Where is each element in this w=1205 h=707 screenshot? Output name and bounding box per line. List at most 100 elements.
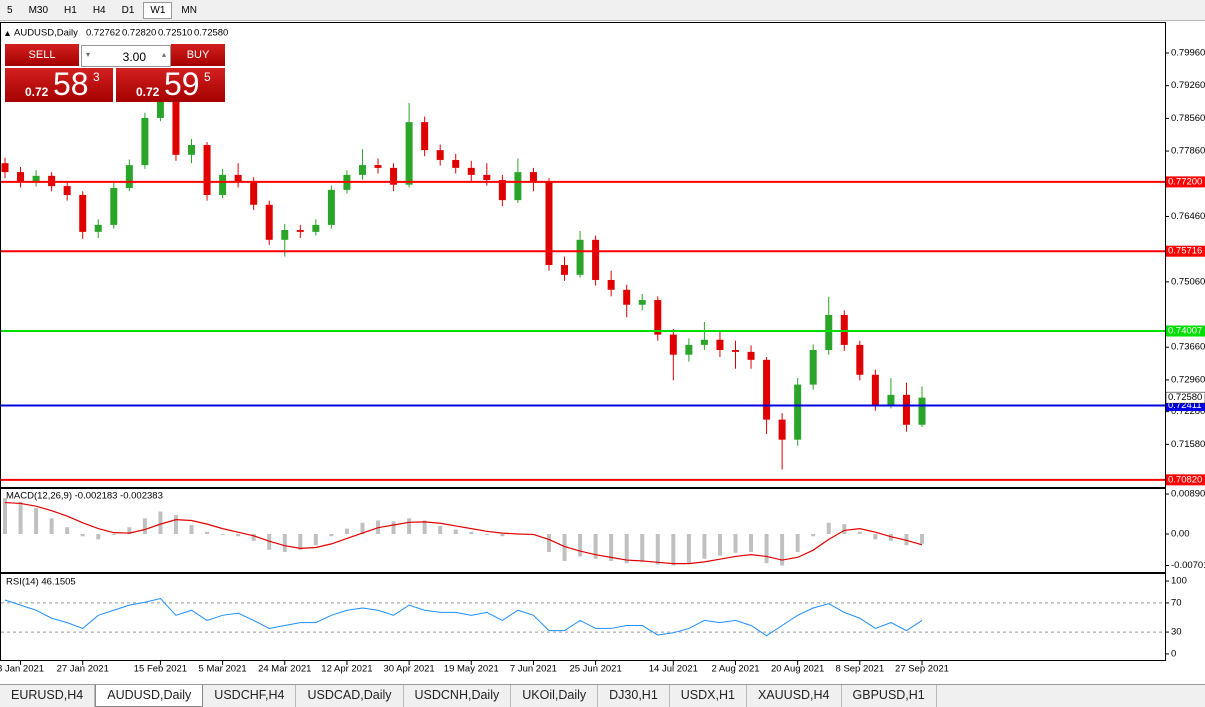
candle-body — [529, 172, 537, 182]
y-tick-label: 0.79960 — [1171, 48, 1205, 59]
x-tick-label: 30 Apr 2021 — [383, 664, 434, 675]
timeframe-button[interactable]: W1 — [143, 1, 173, 19]
candle-body — [390, 167, 398, 185]
macd-bar — [888, 534, 893, 541]
macd-bar — [904, 534, 909, 546]
symbol-tab[interactable]: UKOil,Daily — [511, 685, 599, 707]
candle-body — [1, 163, 9, 173]
timeframe-button[interactable]: 5 — [7, 4, 13, 16]
macd-bar — [173, 515, 178, 535]
candle-body — [188, 145, 196, 155]
macd-bar — [842, 524, 847, 535]
buy-label: BUY — [186, 49, 210, 61]
background — [0, 21, 1205, 683]
candle-body — [110, 187, 118, 225]
x-tick-label: 8 Jan 2021 — [0, 664, 44, 675]
macd-bar — [360, 522, 365, 535]
timeframe-button[interactable]: D1 — [121, 4, 135, 16]
symbol-tab[interactable]: GBPUSD,H1 — [842, 685, 937, 707]
chart-title: AUDUSD,Daily — [14, 28, 78, 39]
y-tick-label: -0.00701 — [1171, 560, 1205, 571]
candle-body — [778, 419, 786, 440]
candle-body — [467, 167, 475, 175]
symbol-tab[interactable]: EURUSD,H4 — [0, 685, 96, 707]
buy-button[interactable]: BUY — [171, 44, 225, 66]
ohlc-value: 0.72820 — [122, 28, 156, 39]
y-tick-label: 0.75060 — [1171, 276, 1205, 287]
ask-big: 0.72 — [136, 85, 160, 99]
macd-bar — [205, 531, 210, 535]
macd-bar — [640, 534, 645, 562]
candle-body — [156, 100, 164, 118]
timeframe-button[interactable]: M30 — [28, 4, 49, 16]
symbol-tab[interactable]: DJ30,H1 — [598, 685, 670, 707]
ask-price[interactable]: 0.72 59 5 — [116, 66, 225, 102]
macd-bar — [407, 518, 412, 535]
symbol-tab[interactable]: XAUUSD,H4 — [747, 685, 842, 707]
volume-input[interactable]: ▾ 3.00 ▴ — [81, 45, 171, 67]
macd-bar — [438, 525, 443, 535]
symbol-tab[interactable]: USDCHF,H4 — [203, 685, 297, 707]
candle-body — [918, 397, 926, 425]
candle-body — [514, 172, 522, 201]
macd-bar — [251, 534, 256, 541]
volume-value: 3.00 — [122, 50, 146, 64]
timeframe-button[interactable]: H4 — [92, 4, 106, 16]
ohlc-value: 0.72510 — [158, 28, 192, 39]
sell-button[interactable]: SELL — [5, 44, 79, 66]
trade-panel: SELL ▾ 3.00 ▴ BUY 0.72 58 3 0.72 59 5 — [5, 44, 225, 102]
macd-bar — [671, 534, 676, 566]
candle-body — [219, 174, 227, 195]
candle-body — [17, 172, 25, 182]
x-tick-label: 19 May 2021 — [444, 664, 499, 675]
collapse-icon — [5, 31, 10, 36]
candle-body — [825, 315, 833, 351]
candle-body — [576, 239, 584, 275]
timeframe-button[interactable]: H1 — [64, 4, 77, 16]
macd-title: MACD(12,26,9) -0.002183 -0.002383 — [6, 491, 163, 502]
macd-bar — [780, 534, 785, 566]
y-tick-label: 70 — [1171, 597, 1182, 608]
timeframe-button[interactable]: MN — [181, 4, 197, 16]
candle-body — [281, 230, 289, 240]
symbol-tab[interactable]: AUDUSD,Daily — [95, 685, 204, 707]
candle-body — [125, 165, 133, 188]
candle-body — [203, 145, 211, 195]
macd-bar — [655, 534, 660, 565]
macd-bar — [562, 534, 567, 561]
bid-pip: 3 — [93, 70, 100, 84]
macd-bar — [329, 534, 334, 537]
candle-body — [94, 224, 102, 232]
symbol-tab[interactable]: USDCNH,Daily — [404, 685, 512, 707]
candle-body — [452, 159, 460, 168]
y-tick-label: 0 — [1171, 648, 1176, 659]
candle-body — [421, 122, 429, 151]
macd-bar — [391, 521, 396, 535]
macd-bar — [142, 518, 147, 535]
level-label-box — [1166, 325, 1205, 337]
macd-bar — [127, 527, 132, 535]
ask-main: 59 — [164, 66, 200, 102]
candle-body — [545, 181, 553, 266]
x-tick-label: 12 Apr 2021 — [321, 664, 372, 675]
macd-bar — [578, 534, 583, 557]
macd-bar — [500, 534, 505, 537]
level-label: 0.70820 — [1168, 474, 1202, 485]
macd-bar — [826, 522, 831, 535]
macd-bar — [3, 498, 7, 535]
main-panel — [0, 22, 1166, 488]
symbol-tab[interactable]: USDX,H1 — [670, 685, 747, 707]
candle-body — [561, 265, 569, 275]
y-tick-label: 0.00 — [1171, 529, 1190, 540]
macd-bar — [469, 531, 474, 535]
x-tick-label: 15 Feb 2021 — [134, 664, 187, 675]
macd-bar — [80, 534, 85, 537]
bid-price[interactable]: 0.72 58 3 — [5, 66, 113, 102]
macd-bar — [158, 511, 163, 535]
x-tick-label: 27 Jan 2021 — [57, 664, 109, 675]
macd-bar — [111, 534, 116, 535]
symbol-tab[interactable]: USDCAD,Daily — [296, 685, 404, 707]
candle-body — [405, 122, 413, 185]
candle-body — [638, 300, 646, 305]
candle-body — [374, 165, 382, 168]
